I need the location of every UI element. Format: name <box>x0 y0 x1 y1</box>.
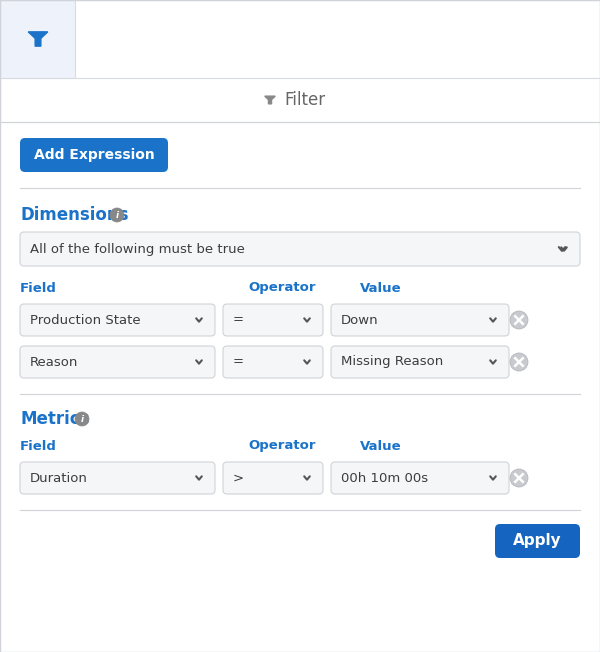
Text: Missing Reason: Missing Reason <box>341 355 443 368</box>
Text: =: = <box>233 314 244 327</box>
Text: >: > <box>233 471 244 484</box>
Bar <box>0 0 75 78</box>
FancyBboxPatch shape <box>20 304 215 336</box>
FancyBboxPatch shape <box>495 524 580 558</box>
Bar <box>0 78 600 122</box>
FancyBboxPatch shape <box>331 304 509 336</box>
Text: All of the following must be true: All of the following must be true <box>30 243 245 256</box>
FancyBboxPatch shape <box>331 346 509 378</box>
FancyBboxPatch shape <box>223 346 323 378</box>
Text: Metrics: Metrics <box>20 410 89 428</box>
Text: i: i <box>80 415 83 424</box>
Text: Filter: Filter <box>284 91 325 109</box>
Text: Field: Field <box>20 439 57 452</box>
Text: Add Expression: Add Expression <box>34 148 154 162</box>
Text: Down: Down <box>341 314 379 327</box>
Text: Operator: Operator <box>248 282 316 295</box>
Circle shape <box>510 469 528 487</box>
Circle shape <box>110 208 124 222</box>
FancyBboxPatch shape <box>223 304 323 336</box>
Text: Apply: Apply <box>513 533 562 548</box>
Text: 00h 10m 00s: 00h 10m 00s <box>341 471 428 484</box>
Polygon shape <box>265 96 275 104</box>
Polygon shape <box>28 32 48 46</box>
FancyBboxPatch shape <box>331 462 509 494</box>
FancyBboxPatch shape <box>20 232 580 266</box>
FancyBboxPatch shape <box>20 462 215 494</box>
Text: Production State: Production State <box>30 314 140 327</box>
FancyBboxPatch shape <box>223 462 323 494</box>
Text: Operator: Operator <box>248 439 316 452</box>
Text: i: i <box>115 211 119 220</box>
Circle shape <box>75 412 89 426</box>
Text: =: = <box>233 355 244 368</box>
FancyBboxPatch shape <box>20 346 215 378</box>
Text: Value: Value <box>360 439 401 452</box>
Text: Field: Field <box>20 282 57 295</box>
Text: Reason: Reason <box>30 355 79 368</box>
Circle shape <box>510 353 528 371</box>
Text: Dimensions: Dimensions <box>20 206 128 224</box>
Circle shape <box>510 311 528 329</box>
Text: Value: Value <box>360 282 401 295</box>
Text: Duration: Duration <box>30 471 88 484</box>
Bar <box>0 0 600 78</box>
FancyBboxPatch shape <box>20 138 168 172</box>
